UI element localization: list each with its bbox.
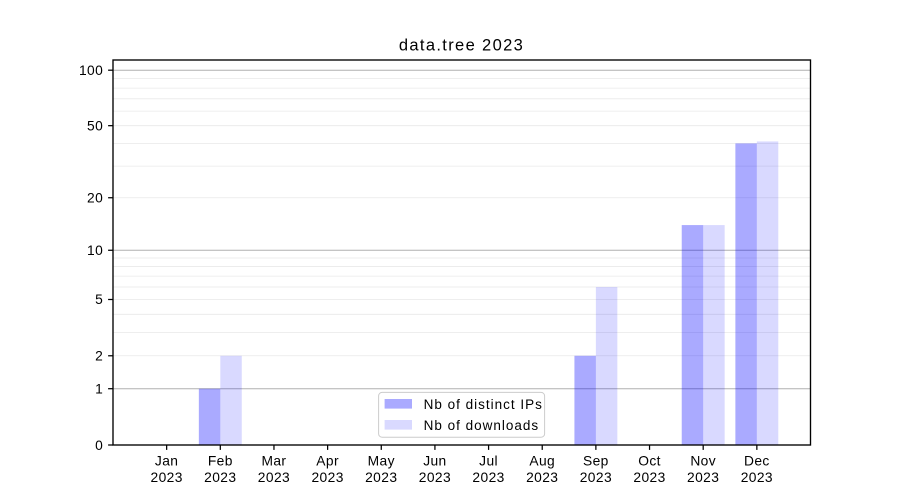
svg-text:data.tree 2023: data.tree 2023: [399, 37, 524, 55]
svg-text:Jan: Jan: [155, 454, 178, 469]
svg-text:2023: 2023: [311, 470, 343, 485]
svg-text:Nb of downloads: Nb of downloads: [424, 418, 540, 433]
svg-text:Oct: Oct: [638, 454, 661, 469]
svg-text:Nb of distinct IPs: Nb of distinct IPs: [424, 397, 543, 412]
svg-text:2023: 2023: [526, 470, 558, 485]
svg-text:2023: 2023: [580, 470, 612, 485]
svg-text:2023: 2023: [151, 470, 183, 485]
svg-text:10: 10: [87, 243, 103, 258]
svg-text:Jun: Jun: [423, 454, 446, 469]
svg-text:2023: 2023: [741, 470, 773, 485]
svg-text:0: 0: [95, 438, 103, 453]
svg-text:1: 1: [95, 381, 103, 396]
svg-text:2023: 2023: [633, 470, 665, 485]
svg-text:2023: 2023: [419, 470, 451, 485]
svg-text:Sep: Sep: [583, 454, 609, 469]
svg-text:Dec: Dec: [744, 454, 770, 469]
svg-text:Nov: Nov: [690, 454, 716, 469]
svg-text:Apr: Apr: [316, 454, 339, 469]
svg-text:2: 2: [95, 349, 103, 364]
svg-text:5: 5: [95, 292, 103, 307]
svg-text:2023: 2023: [687, 470, 719, 485]
svg-text:Feb: Feb: [208, 454, 233, 469]
svg-text:2023: 2023: [204, 470, 236, 485]
svg-text:2023: 2023: [258, 470, 290, 485]
svg-text:2023: 2023: [472, 470, 504, 485]
svg-text:20: 20: [87, 190, 103, 205]
svg-text:100: 100: [79, 63, 103, 78]
svg-text:May: May: [368, 454, 395, 469]
svg-text:Mar: Mar: [261, 454, 286, 469]
svg-text:Jul: Jul: [479, 454, 498, 469]
svg-text:Aug: Aug: [529, 454, 555, 469]
svg-text:50: 50: [87, 118, 103, 133]
svg-text:2023: 2023: [365, 470, 397, 485]
